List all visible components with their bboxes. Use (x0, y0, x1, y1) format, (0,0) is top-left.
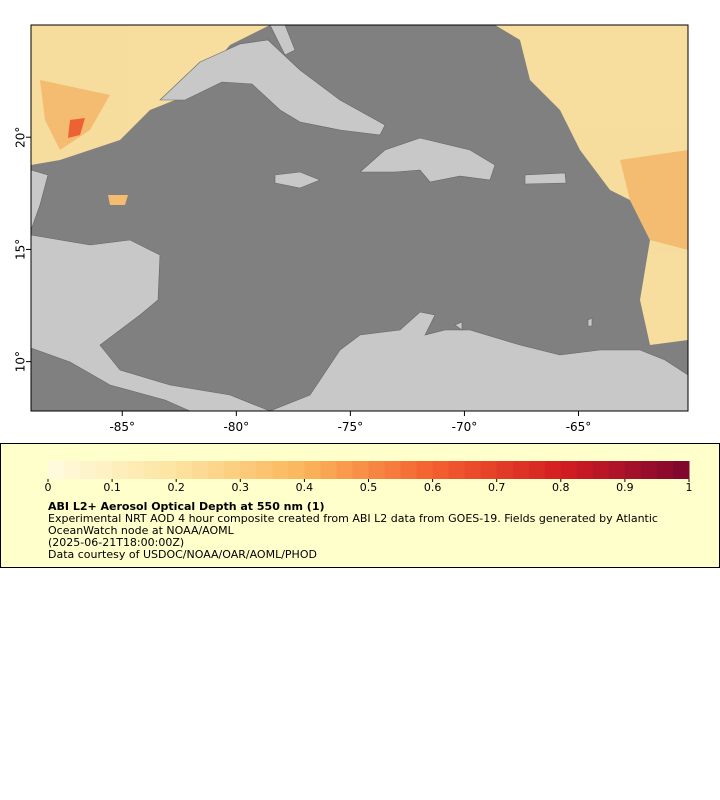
colorbar-tick-label: 0 (45, 481, 52, 494)
colorbar-step (256, 461, 273, 479)
colorbar-step (160, 461, 177, 479)
colorbar-step (336, 461, 353, 479)
colorbar-step (224, 461, 241, 479)
colorbar-tick-label: 0.9 (616, 481, 634, 494)
colorbar-step (64, 461, 81, 479)
colorbar-tick-label: 0.7 (488, 481, 506, 494)
colorbar-tick-label: 0.1 (103, 481, 121, 494)
y-tick-label: 15° (14, 239, 28, 260)
x-tick-label: -70° (452, 420, 478, 434)
colorbar-step (672, 461, 690, 479)
colorbar-step (432, 461, 450, 479)
colorbar-step (608, 461, 626, 479)
legend-text: ABI L2+ Aerosol Optical Depth at 550 nm … (48, 501, 688, 561)
colorbar-step (240, 461, 257, 479)
colorbar-step (384, 461, 402, 479)
x-tick-label: -85° (109, 420, 135, 434)
colorbar-step (352, 461, 369, 479)
colorbar-tick-label: 0.8 (552, 481, 570, 494)
colorbar-step (176, 461, 193, 479)
colorbar-tick-label: 0.3 (232, 481, 250, 494)
colorbar-step (560, 461, 578, 479)
colorbar-step (208, 461, 225, 479)
legend-title: ABI L2+ Aerosol Optical Depth at 550 nm … (48, 500, 325, 513)
x-tick-label: -80° (224, 420, 250, 434)
colorbar-step (512, 461, 530, 479)
colorbar-step (192, 461, 209, 479)
legend-credit: Data courtesy of USDOC/NOAA/OAR/AOML/PHO… (48, 548, 317, 561)
colorbar-step (320, 461, 337, 479)
colorbar-step (624, 461, 642, 479)
colorbar-step (304, 461, 321, 479)
colorbar-step (640, 461, 658, 479)
colorbar-step (416, 461, 434, 479)
colorbar-step (448, 461, 466, 479)
colorbar-step (288, 461, 305, 479)
legend: 0 0.1 0.2 0.3 0.4 0.5 0.6 0.7 0.8 0.9 1 ABI L2+ Ae… (0, 443, 720, 568)
legend-time: (2025-06-21T18:00:00Z) (48, 536, 185, 549)
colorbar-tick-label: 0.5 (360, 481, 378, 494)
colorbar-step (48, 461, 65, 479)
colorbar-step (592, 461, 610, 479)
colorbar-step (128, 461, 145, 479)
colorbar-step (576, 461, 594, 479)
colorbar-step (496, 461, 514, 479)
x-tick-label: -65° (566, 420, 592, 434)
colorbar-step (144, 461, 161, 479)
colorbar-tick-label: 0.6 (424, 481, 442, 494)
land (30, 24, 689, 412)
colorbar-step (480, 461, 498, 479)
colorbar-step (112, 461, 129, 479)
y-tick-label: 20° (14, 127, 28, 148)
colorbar-tick-label: 0.2 (167, 481, 185, 494)
x-tick-label: -75° (338, 420, 364, 434)
colorbar-step (368, 461, 386, 479)
y-tick-label: 10° (14, 351, 28, 372)
colorbar-tick-label: 1 (686, 481, 693, 494)
colorbar-step (528, 461, 546, 479)
plot-frame (30, 24, 689, 412)
colorbar-step (400, 461, 418, 479)
colorbar-step (656, 461, 674, 479)
map: -85° -80° -75° -70° -65° 10° 15° 20° (14, 24, 689, 434)
colorbar-step (464, 461, 482, 479)
colorbar: 0 0.1 0.2 0.3 0.4 0.5 0.6 0.7 0.8 0.9 1 (45, 461, 693, 494)
colorbar-step (272, 461, 289, 479)
legend-description: Experimental NRT AOD 4 hour composite cr… (48, 512, 658, 537)
colorbar-step (80, 461, 97, 479)
colorbar-step (544, 461, 562, 479)
colorbar-step (96, 461, 113, 479)
colorbar-tick-label: 0.4 (296, 481, 314, 494)
